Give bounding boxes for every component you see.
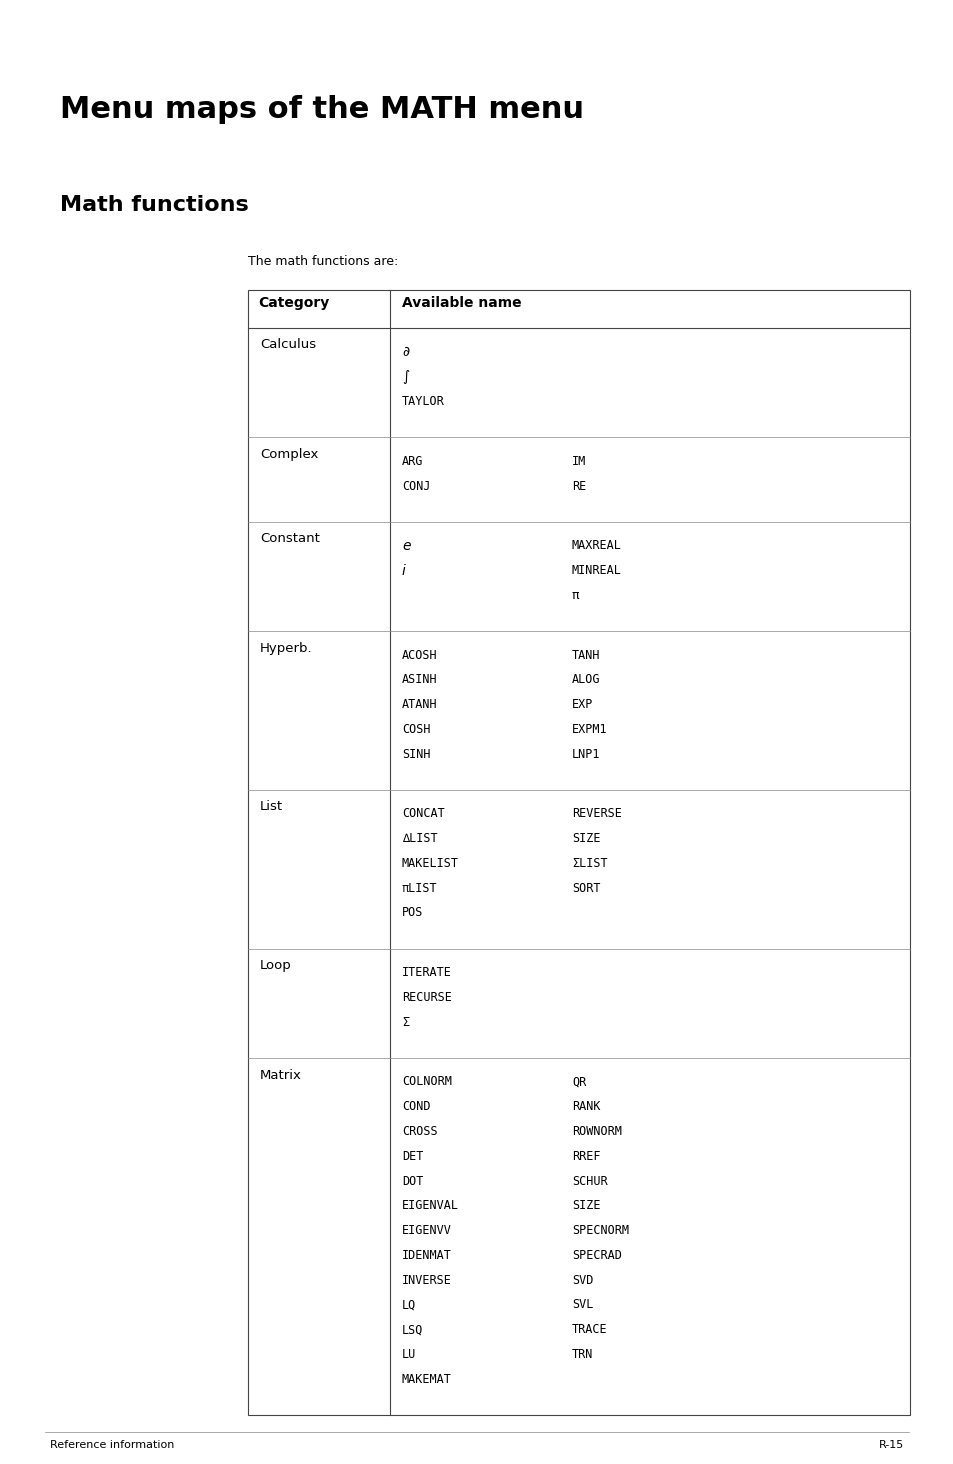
Text: Available name: Available name — [401, 296, 521, 310]
Text: DET: DET — [401, 1149, 423, 1162]
Text: RREF: RREF — [572, 1149, 599, 1162]
Text: ∆LIST: ∆LIST — [401, 832, 437, 845]
Text: INVERSE: INVERSE — [401, 1274, 452, 1287]
Text: IDENMAT: IDENMAT — [401, 1249, 452, 1262]
Text: ARG: ARG — [401, 455, 423, 468]
Text: POS: POS — [401, 906, 423, 919]
Text: ΣLIST: ΣLIST — [572, 856, 607, 870]
Text: Reference information: Reference information — [50, 1441, 174, 1449]
Text: Category: Category — [257, 296, 329, 310]
Text: TRN: TRN — [572, 1348, 593, 1362]
Text: SVD: SVD — [572, 1274, 593, 1287]
Text: SCHUR: SCHUR — [572, 1174, 607, 1187]
Text: CONJ: CONJ — [401, 480, 430, 492]
Text: SIZE: SIZE — [572, 1199, 599, 1212]
Text: REVERSE: REVERSE — [572, 807, 621, 820]
Text: R-15: R-15 — [878, 1441, 903, 1449]
Text: QR: QR — [572, 1076, 586, 1089]
Text: MAKELIST: MAKELIST — [401, 856, 458, 870]
Text: Loop: Loop — [260, 959, 292, 972]
Text: ITERATE: ITERATE — [401, 966, 452, 979]
Text: SORT: SORT — [572, 881, 599, 895]
Text: List: List — [260, 801, 283, 814]
Text: i: i — [401, 564, 405, 578]
Text: RECURSE: RECURSE — [401, 991, 452, 1004]
Text: RE: RE — [572, 480, 586, 492]
Text: SIZE: SIZE — [572, 832, 599, 845]
Text: Calculus: Calculus — [260, 338, 315, 351]
Text: Menu maps of the MATH menu: Menu maps of the MATH menu — [60, 95, 583, 124]
Text: ROWNORM: ROWNORM — [572, 1124, 621, 1138]
Text: COLNORM: COLNORM — [401, 1076, 452, 1089]
Text: MAKEMAT: MAKEMAT — [401, 1373, 452, 1386]
Text: e: e — [401, 539, 410, 553]
Text: DOT: DOT — [401, 1174, 423, 1187]
Text: πLIST: πLIST — [401, 881, 437, 895]
Text: CROSS: CROSS — [401, 1124, 437, 1138]
Text: TAYLOR: TAYLOR — [401, 395, 444, 408]
Text: LNP1: LNP1 — [572, 748, 599, 761]
Text: ∂: ∂ — [401, 346, 409, 360]
Text: SINH: SINH — [401, 748, 430, 761]
Bar — [248, 290, 909, 1416]
Text: Constant: Constant — [260, 533, 319, 545]
Text: TRACE: TRACE — [572, 1323, 607, 1337]
Text: ALOG: ALOG — [572, 673, 599, 687]
Text: TANH: TANH — [572, 649, 599, 662]
Text: SVL: SVL — [572, 1299, 593, 1312]
Text: π: π — [572, 589, 578, 602]
Text: Math functions: Math functions — [60, 195, 249, 215]
Text: ∫: ∫ — [401, 370, 409, 384]
Text: IM: IM — [572, 455, 586, 468]
Text: EIGENVV: EIGENVV — [401, 1224, 452, 1237]
Text: LQ: LQ — [401, 1299, 416, 1312]
Text: SPECNORM: SPECNORM — [572, 1224, 628, 1237]
Text: The math functions are:: The math functions are: — [248, 255, 397, 268]
Text: EIGENVAL: EIGENVAL — [401, 1199, 458, 1212]
Text: ASINH: ASINH — [401, 673, 437, 687]
Text: LSQ: LSQ — [401, 1323, 423, 1337]
Text: LU: LU — [401, 1348, 416, 1362]
Text: Matrix: Matrix — [260, 1069, 301, 1082]
Text: Σ: Σ — [401, 1016, 409, 1029]
Text: COND: COND — [401, 1101, 430, 1113]
Text: COSH: COSH — [401, 723, 430, 736]
Text: ACOSH: ACOSH — [401, 649, 437, 662]
Text: CONCAT: CONCAT — [401, 807, 444, 820]
Text: EXP: EXP — [572, 698, 593, 712]
Text: RANK: RANK — [572, 1101, 599, 1113]
Text: Hyperb.: Hyperb. — [260, 641, 313, 654]
Text: MINREAL: MINREAL — [572, 564, 621, 577]
Text: Complex: Complex — [260, 448, 318, 461]
Text: MAXREAL: MAXREAL — [572, 539, 621, 552]
Text: SPECRAD: SPECRAD — [572, 1249, 621, 1262]
Text: ATANH: ATANH — [401, 698, 437, 712]
Text: EXPM1: EXPM1 — [572, 723, 607, 736]
